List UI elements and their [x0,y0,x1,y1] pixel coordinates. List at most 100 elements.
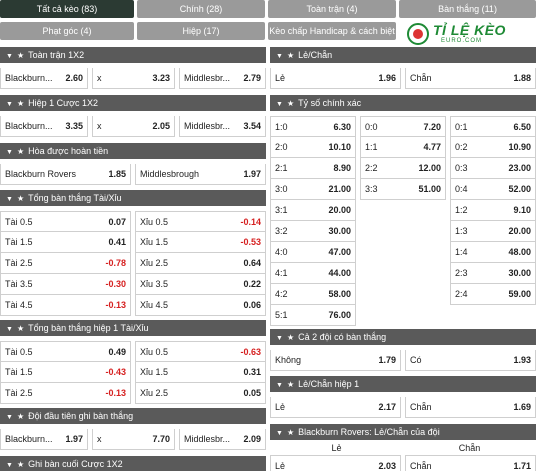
odds-odd[interactable]: Lẻ 2.17 [270,397,401,418]
odds-cell[interactable]: Tài 4.5 -0.13 [0,295,131,316]
odds-cell[interactable]: 1:2 9.10 [450,200,536,221]
odds-cell[interactable]: Tài 1.5 0.41 [0,232,131,253]
odds-draw[interactable]: x 7.70 [92,429,175,450]
star-icon[interactable]: ★ [16,412,25,421]
odds-home[interactable]: Blackburn Rovers 1.85 [0,164,131,185]
odds-home[interactable]: Blackburn... 3.35 [0,116,88,137]
odds-cell[interactable]: 0:1 6.50 [450,116,536,137]
odds-cell[interactable]: 0:4 52.00 [450,179,536,200]
odds-cell[interactable]: Tài 1.5 -0.43 [0,362,131,383]
odds-cell[interactable]: Tài 0.5 0.49 [0,341,131,362]
tab-main[interactable]: Chính (28) [137,0,265,18]
panel-header[interactable]: ▼ ★ Hòa được hoàn tiền [0,143,266,159]
odds-cell[interactable]: 1:4 48.00 [450,242,536,263]
tab-corners[interactable]: Phạt góc (4) [0,22,134,40]
odds-cell[interactable]: 4:1 44.00 [270,263,356,284]
odds-away[interactable]: Middlesbr... 2.09 [179,429,266,450]
odds-home[interactable]: Blackburn... 1.97 [0,429,88,450]
collapse-icon[interactable]: ▼ [6,462,13,469]
odds-cell[interactable]: 1:0 6.30 [270,116,356,137]
collapse-icon[interactable]: ▼ [6,149,13,156]
collapse-icon[interactable]: ▼ [6,326,13,333]
odds-cell[interactable]: 4:2 58.00 [270,284,356,305]
panel-header[interactable]: ▼ ★ Blackburn Rovers: Lẻ/Chẵn của đội [270,424,536,440]
tab-half[interactable]: Hiệp (17) [137,22,265,40]
panel-header[interactable]: ▼ ★ Hiệp 1 Cược 1X2 [0,95,266,111]
odds-cell[interactable]: 4:0 47.00 [270,242,356,263]
odds-away[interactable]: Middlesbrough 1.97 [135,164,266,185]
odds-cell[interactable]: 2:1 8.90 [270,158,356,179]
star-icon[interactable]: ★ [16,194,25,203]
panel-header[interactable]: ▼ ★ Cả 2 đội có bàn thắng [270,329,536,345]
odds-cell[interactable]: 2:2 12.00 [360,158,446,179]
odds-cell[interactable]: Tài 0.5 0.07 [0,211,131,232]
odds-yes[interactable]: Có 1.93 [405,350,536,371]
tab-goals[interactable]: Bàn thắng (11) [399,0,536,18]
collapse-icon[interactable]: ▼ [276,382,283,389]
star-icon[interactable]: ★ [16,460,25,469]
star-icon[interactable]: ★ [286,333,295,342]
collapse-icon[interactable]: ▼ [6,53,13,60]
odds-cell[interactable]: 2:0 10.10 [270,137,356,158]
star-icon[interactable]: ★ [16,324,25,333]
odds-cell[interactable]: 3:1 20.00 [270,200,356,221]
odds-cell[interactable]: 2:3 30.00 [450,263,536,284]
odds-cell[interactable]: Xỉu 2.5 0.05 [135,383,266,404]
odds-cell[interactable]: 3:3 51.00 [360,179,446,200]
panel-header[interactable]: ▼ ★ Lẻ/Chẵn [270,47,536,63]
star-icon[interactable]: ★ [286,51,295,60]
odds-cell[interactable]: Xỉu 0.5 -0.63 [135,341,266,362]
odds-cell[interactable]: Xỉu 4.5 0.06 [135,295,266,316]
odds-cell[interactable]: 3:0 21.00 [270,179,356,200]
odds-even[interactable]: Chẵn 1.88 [405,68,536,89]
odds-odd[interactable]: Lẻ 2.03 [270,455,401,471]
odds-cell[interactable]: 5:1 76.00 [270,305,356,326]
odds-even[interactable]: Chẵn 1.69 [405,397,536,418]
odds-even[interactable]: Chẵn 1.71 [405,455,536,471]
tab-full-time[interactable]: Toàn trận (4) [268,0,396,18]
tab-all-markets[interactable]: Tất cả kèo (83) [0,0,134,18]
odds-cell[interactable]: Xỉu 1.5 0.31 [135,362,266,383]
odds-cell[interactable]: 0:0 7.20 [360,116,446,137]
odds-cell[interactable]: 2:4 59.00 [450,284,536,305]
star-icon[interactable]: ★ [16,51,25,60]
panel-header[interactable]: ▼ ★ Ghi bàn cuối Cược 1X2 [0,456,266,471]
odds-draw[interactable]: x 3.23 [92,68,175,89]
odds-cell[interactable]: Xỉu 0.5 -0.14 [135,211,266,232]
collapse-icon[interactable]: ▼ [6,196,13,203]
panel-header[interactable]: ▼ ★ Toàn trận 1X2 [0,47,266,63]
odds-odd[interactable]: Lẻ 1.96 [270,68,401,89]
panel-header[interactable]: ▼ ★ Lẻ/Chẵn hiệp 1 [270,376,536,392]
star-icon[interactable]: ★ [286,99,295,108]
odds-cell[interactable]: 0:3 23.00 [450,158,536,179]
odds-home[interactable]: Blackburn... 2.60 [0,68,88,89]
odds-cell[interactable]: 0:2 10.90 [450,137,536,158]
collapse-icon[interactable]: ▼ [276,53,283,60]
star-icon[interactable]: ★ [286,428,295,437]
panel-header[interactable]: ▼ ★ Đội đầu tiên ghi bàn thắng [0,408,266,424]
odds-cell[interactable]: 3:2 30.00 [270,221,356,242]
odds-cell[interactable]: Xỉu 1.5 -0.53 [135,232,266,253]
collapse-icon[interactable]: ▼ [276,335,283,342]
tab-handicap[interactable]: Kèo chấp Handicap & cách biệt (3) [268,22,396,54]
odds-away[interactable]: Middlesbr... 3.54 [179,116,266,137]
collapse-icon[interactable]: ▼ [6,101,13,108]
odds-draw[interactable]: x 2.05 [92,116,175,137]
star-icon[interactable]: ★ [16,99,25,108]
panel-header[interactable]: ▼ ★ Tổng bàn thắng hiệp 1 Tài/Xỉu [0,320,266,336]
odds-no[interactable]: Không 1.79 [270,350,401,371]
odds-cell[interactable]: Tài 2.5 -0.78 [0,253,131,274]
collapse-icon[interactable]: ▼ [276,101,283,108]
odds-cell[interactable]: 1:3 20.00 [450,221,536,242]
odds-cell[interactable]: Tài 2.5 -0.13 [0,383,131,404]
odds-cell[interactable]: Xỉu 3.5 0.22 [135,274,266,295]
star-icon[interactable]: ★ [16,147,25,156]
odds-away[interactable]: Middlesbr... 2.79 [179,68,266,89]
panel-header[interactable]: ▼ ★ Tổng bàn thắng Tài/Xỉu [0,190,266,206]
odds-cell[interactable]: Xỉu 2.5 0.64 [135,253,266,274]
star-icon[interactable]: ★ [286,380,295,389]
collapse-icon[interactable]: ▼ [6,414,13,421]
odds-cell[interactable]: 1:1 4.77 [360,137,446,158]
panel-header[interactable]: ▼ ★ Tỷ số chính xác [270,95,536,111]
odds-cell[interactable]: Tài 3.5 -0.30 [0,274,131,295]
